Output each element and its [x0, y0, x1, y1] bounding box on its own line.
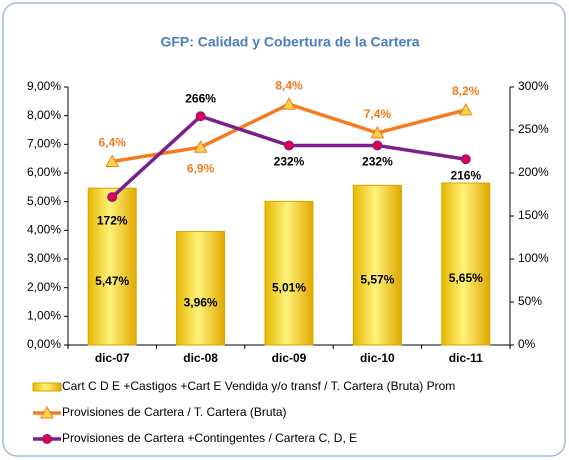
- point: [107, 192, 118, 203]
- y-tick-label: 0,00%: [27, 337, 61, 351]
- line-value-label: 6,9%: [187, 161, 215, 175]
- y2-tick-label: 150%: [518, 208, 549, 222]
- point: [460, 154, 471, 165]
- line-value-label: 6,4%: [99, 136, 127, 150]
- legend-label: Provisiones de Cartera / T. Cartera (Bru…: [62, 405, 287, 419]
- point: [195, 111, 206, 122]
- point: [105, 154, 120, 168]
- point: [284, 140, 294, 151]
- bar-value-label: 5,57%: [360, 272, 394, 286]
- y-tick-label: 8,00%: [27, 108, 61, 122]
- chart-title: GFP: Calidad y Cobertura de la Cartera: [160, 34, 419, 50]
- point: [370, 125, 385, 139]
- legend-swatch: [32, 382, 62, 392]
- line-value-label: 7,4%: [364, 107, 392, 121]
- bar: [264, 200, 314, 346]
- y-tick-label: 6,00%: [27, 165, 61, 179]
- y-tick-label: 7,00%: [27, 137, 61, 151]
- line-value-label: 172%: [97, 213, 128, 227]
- y-tick-label: 5,00%: [27, 194, 61, 208]
- y2-tick-label: 0%: [518, 337, 536, 351]
- line-value-label: 232%: [362, 155, 393, 169]
- legend-marker: [42, 434, 52, 444]
- line-value-label: 8,4%: [275, 78, 303, 92]
- point: [193, 140, 208, 153]
- x-tick-label: dic-11: [449, 351, 483, 365]
- bar: [441, 182, 491, 346]
- y-tick-label: 3,00%: [27, 251, 61, 265]
- y2-tick-label: 250%: [518, 122, 549, 136]
- y2-tick-label: 50%: [518, 294, 542, 308]
- bar: [176, 230, 226, 346]
- bar-value-label: 5,01%: [272, 280, 306, 294]
- bar: [352, 184, 402, 346]
- line-value-label: 216%: [450, 168, 481, 182]
- y-tick-label: 4,00%: [27, 223, 61, 237]
- bar-value-label: 5,47%: [95, 274, 129, 288]
- legend-marker: [40, 405, 54, 419]
- y2-tick-label: 300%: [518, 79, 549, 93]
- legend-label: Provisiones de Cartera +Contingentes / C…: [62, 431, 357, 445]
- x-tick-label: dic-08: [183, 351, 218, 365]
- x-tick-label: dic-10: [360, 351, 395, 365]
- line-value-label: 266%: [185, 91, 216, 105]
- y2-tick-label: 100%: [518, 251, 549, 265]
- line-value-label: 232%: [274, 155, 305, 169]
- y-tick-label: 1,00%: [27, 309, 61, 323]
- bar-value-label: 5,65%: [449, 271, 483, 285]
- y2-tick-label: 200%: [518, 165, 549, 179]
- point: [372, 140, 383, 151]
- y-tick-label: 2,00%: [27, 280, 61, 294]
- point: [282, 97, 296, 110]
- bar: [87, 187, 137, 346]
- point: [458, 102, 473, 116]
- x-tick-label: dic-09: [272, 351, 307, 365]
- y-tick-label: 9,00%: [27, 79, 61, 93]
- x-tick-label: dic-07: [95, 351, 130, 365]
- line-value-label: 8,2%: [452, 84, 480, 98]
- legend-label: Cart C D E +Castigos +Cart E Vendida y/o…: [62, 379, 455, 393]
- bar-value-label: 3,96%: [184, 295, 218, 309]
